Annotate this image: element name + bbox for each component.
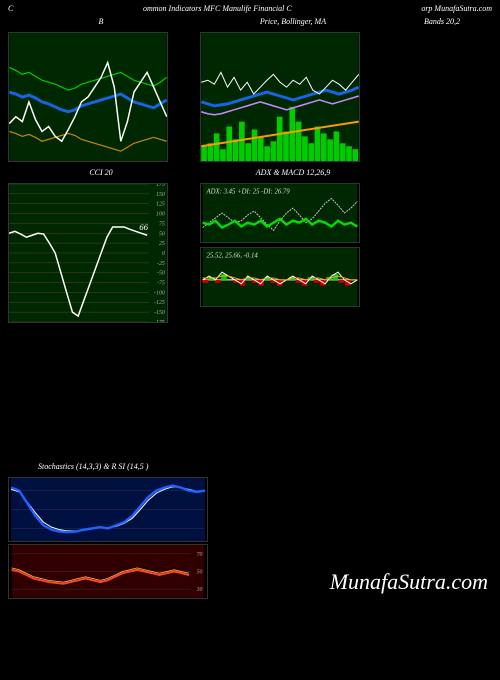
row2-titles: CCI 20 ADX & MACD 12,26,9 xyxy=(0,168,500,179)
svg-text:150: 150 xyxy=(156,192,165,198)
svg-text:50: 50 xyxy=(159,231,165,237)
header-center: ommon Indicators MFC Manulife Financial … xyxy=(143,4,292,13)
bollinger-title-center: Price, Bollinger, MA xyxy=(200,17,386,26)
bollinger-title-right: Bands 20,2 xyxy=(392,17,492,26)
stoch-title-row: Stochastics (14,3,3) & R SI (14,5 ) xyxy=(0,462,500,473)
spacer xyxy=(0,327,500,462)
svg-text:30: 30 xyxy=(196,587,203,593)
stoch-row: 70 50 30 xyxy=(0,477,216,599)
cci-title: CCI 20 xyxy=(8,168,194,177)
rsi-chart: 70 50 30 xyxy=(8,544,208,599)
svg-text:50: 50 xyxy=(197,569,203,575)
svg-text:175: 175 xyxy=(156,183,165,188)
bollinger-title-left: B xyxy=(8,17,194,26)
adx-macd-chart: ADX: 3.45 +DI: 25 -DI: 26.79 25.52, 25.6… xyxy=(200,183,386,323)
header-right: orp MunafaSutra.com xyxy=(421,4,492,13)
svg-text:-100: -100 xyxy=(154,290,165,296)
row2-charts: 175 150 125 100 75 50 25 0 -25 -50 -75 -100 -125 -150… xyxy=(0,183,500,323)
stoch-title: Stochastics (14,3,3) & R SI (14,5 ) xyxy=(8,462,492,471)
svg-text:-75: -75 xyxy=(157,281,165,287)
svg-text:100: 100 xyxy=(156,212,165,218)
svg-text:-125: -125 xyxy=(154,300,165,306)
cci-chart: 175 150 125 100 75 50 25 0 -25 -50 -75 -100 -125 -150… xyxy=(8,183,194,323)
svg-text:-50: -50 xyxy=(157,271,165,277)
row1-charts xyxy=(0,32,500,162)
watermark: MunafaSutra.com xyxy=(330,569,488,595)
svg-text:25: 25 xyxy=(159,241,165,247)
adx-title: ADX & MACD 12,26,9 xyxy=(200,168,386,177)
svg-text:ADX: 3.45 +DI: 25 -DI: 26.79: ADX: 3.45 +DI: 25 -DI: 26.79 xyxy=(206,189,291,196)
page-header: C ommon Indicators MFC Manulife Financia… xyxy=(0,0,500,17)
svg-text:-175: -175 xyxy=(154,320,165,323)
row1-titles: B Price, Bollinger, MA Bands 20,2 xyxy=(0,17,500,28)
svg-text:25.52, 25.66, -0.14: 25.52, 25.66, -0.14 xyxy=(207,253,259,260)
svg-text:0: 0 xyxy=(162,251,165,257)
svg-text:125: 125 xyxy=(156,202,165,208)
bollinger-chart xyxy=(8,32,194,162)
svg-text:70: 70 xyxy=(197,552,203,558)
price-ma-chart xyxy=(200,32,386,162)
svg-text:75: 75 xyxy=(159,221,165,227)
svg-text:66: 66 xyxy=(139,222,148,232)
svg-text:-25: -25 xyxy=(157,261,165,267)
header-left: C xyxy=(8,4,13,13)
svg-text:-150: -150 xyxy=(154,310,165,316)
stochastics-chart xyxy=(8,477,208,542)
